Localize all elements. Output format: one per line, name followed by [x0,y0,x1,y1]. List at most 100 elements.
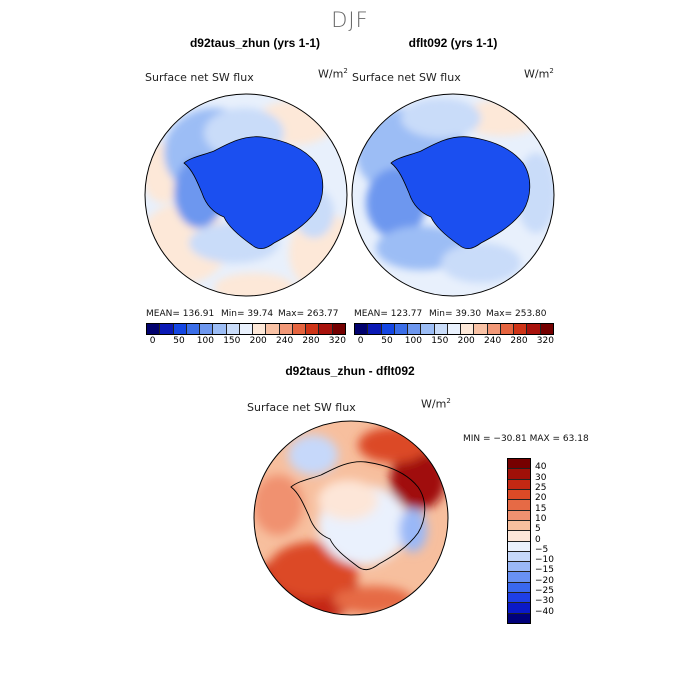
left-mean-stat: MEAN= 136.91 [146,309,215,319]
colorbar-swatch [226,324,240,334]
season-title: DJF [331,8,369,32]
diff-colorbar-ticks: 40 30 25 20 15 10 5 0 −5 −10 −15 −20 −25 −30 −40 [535,458,575,623]
diff-colorbar-tick-label: −30 [535,596,554,607]
diff-colorbar-swatch [508,582,530,594]
left-max-stat: Max= 263.77 [278,309,339,319]
colorbar-swatch [487,324,501,334]
colorbar-swatch [200,324,214,334]
colorbar-tick-label: 280 [302,336,320,346]
diff-colorbar-tick-label: 15 [535,503,547,514]
colorbar-swatch [306,324,320,334]
colorbar-swatch [173,324,187,334]
diff-colorbar-swatch [508,562,530,573]
diff-colorbar-swatch [508,500,530,511]
diff-colorbar-swatch [508,510,530,521]
diff-colorbar-swatch [508,531,530,542]
diff-panel-title: d92taus_zhun - dflt092 [285,364,415,378]
right-max-stat: Max= 253.80 [486,309,547,319]
right-antarctica-land [390,136,531,249]
diff-colorbar-swatch [508,520,530,532]
left-polar-map [144,93,348,297]
right-colorbar [354,323,554,335]
diff-polar-map [253,420,449,616]
right-units-label: W/m2 [524,67,554,81]
colorbar-tick-label: 0 [149,336,156,346]
diff-colorbar-swatch [508,572,530,583]
colorbar-swatch [461,324,475,334]
colorbar-swatch [319,324,333,334]
right-polar-map [351,93,555,297]
colorbar-swatch [213,324,227,334]
left-variable-label: Surface net SW flux [145,71,254,84]
colorbar-swatch [540,324,553,334]
right-colorbar-ticks: 0 50 100 150 200 240 280 320 [354,336,554,348]
colorbar-tick-label: 320 [536,336,554,346]
colorbar-tick-label: 0 [357,336,364,346]
diff-minmax-stat: MIN = −30.81 MAX = 63.18 [463,434,589,444]
colorbar-swatch [421,324,435,334]
colorbar-swatch [186,324,201,334]
colorbar-tick-label: 150 [223,336,241,346]
diff-colorbar-tick-label: −40 [535,606,554,617]
colorbar-tick-label: 100 [404,336,422,346]
colorbar-tick-label: 50 [173,336,185,346]
diff-colorbar-tick-label: 0 [535,534,541,545]
colorbar-swatch [394,324,409,334]
diff-colorbar-tick-label: −5 [535,544,549,555]
diff-units-label: W/m2 [421,397,451,411]
diff-colorbar-tick-label: 30 [535,472,547,483]
colorbar-tick-label: 320 [328,336,346,346]
diff-colorbar-swatch [508,459,530,470]
diff-colorbar-tick-label: −25 [535,586,554,597]
diff-colorbar-swatch [508,551,530,563]
diff-colorbar-swatch [508,603,530,614]
colorbar-swatch [292,324,307,334]
colorbar-tick-label: 50 [381,336,393,346]
diff-colorbar-tick-label: 5 [535,524,541,535]
diff-antarctica-outline [290,461,426,571]
colorbar-swatch [474,324,488,334]
left-units-label: W/m2 [318,67,348,81]
colorbar-swatch [434,324,448,334]
diff-colorbar-tick-label: 10 [535,513,547,524]
diff-colorbar-tick-label: 40 [535,462,547,473]
colorbar-tick-label: 100 [196,336,214,346]
colorbar-swatch [408,324,422,334]
diff-colorbar-swatch [508,489,530,501]
colorbar-swatch [332,324,345,334]
colorbar-swatch [279,324,293,334]
diff-colorbar-tick-label: 25 [535,482,547,493]
colorbar-tick-label: 240 [276,336,294,346]
colorbar-tick-label: 240 [484,336,502,346]
colorbar-tick-label: 280 [510,336,528,346]
right-min-stat: Min= 39.30 [429,309,482,319]
diff-variable-label: Surface net SW flux [247,401,356,414]
colorbar-swatch [355,324,369,334]
right-panel-title: dflt092 (yrs 1-1) [408,36,498,50]
right-variable-label: Surface net SW flux [352,71,461,84]
diff-colorbar-tick-label: −15 [535,565,554,576]
diff-colorbar-tick-label: 20 [535,493,547,504]
colorbar-swatch [147,324,161,334]
diff-colorbar-swatch [508,613,530,623]
diff-colorbar-swatch [508,479,530,490]
left-colorbar-ticks: 0 50 100 150 200 240 280 320 [146,336,346,348]
colorbar-swatch [253,324,267,334]
colorbar-swatch [160,324,174,334]
diff-colorbar [507,458,531,624]
colorbar-swatch [500,324,515,334]
left-panel-title: d92taus_zhun (yrs 1-1) [189,36,321,50]
colorbar-swatch [266,324,280,334]
left-colorbar [146,323,346,335]
colorbar-swatch [447,324,462,334]
colorbar-tick-label: 200 [457,336,475,346]
diff-colorbar-tick-label: −20 [535,575,554,586]
diff-colorbar-swatch [508,469,530,480]
colorbar-tick-label: 150 [431,336,449,346]
diff-colorbar-tick-label: −10 [535,555,554,566]
colorbar-tick-label: 200 [249,336,267,346]
diff-colorbar-swatch [508,541,530,552]
diff-colorbar-swatch [508,593,530,604]
colorbar-swatch [381,324,395,334]
colorbar-swatch [514,324,528,334]
